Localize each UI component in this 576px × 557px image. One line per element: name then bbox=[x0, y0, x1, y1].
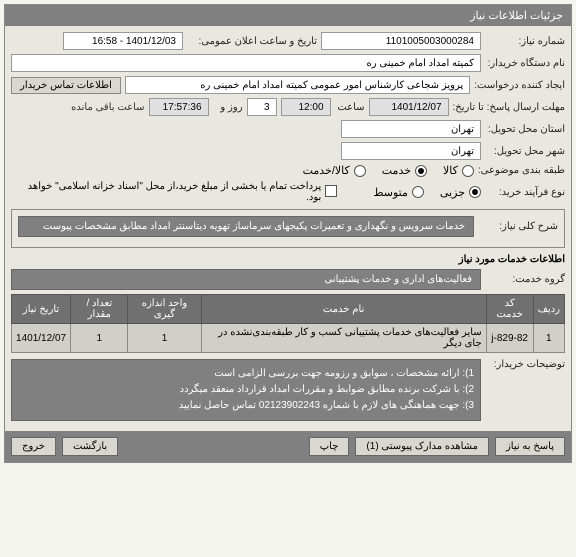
cell-code: 829-82-j bbox=[486, 324, 533, 353]
group-field: فعالیت‌های اداری و خدمات پشتیبانی bbox=[11, 269, 481, 290]
buy-type-label: نوع فرآیند خرید: bbox=[485, 187, 565, 198]
cell-idx: 1 bbox=[533, 324, 564, 353]
countdown-field: 17:57:36 bbox=[149, 98, 209, 116]
creator-label: ایجاد کننده درخواست: bbox=[474, 80, 565, 91]
time-label: ساعت bbox=[335, 102, 365, 113]
th-name: نام خدمت bbox=[201, 295, 486, 324]
cell-date: 1401/12/07 bbox=[12, 324, 71, 353]
province-label: استان محل تحویل: bbox=[485, 124, 565, 135]
subject-type-label: طبقه بندی موضوعی: bbox=[478, 165, 565, 176]
th-code: کد خدمت bbox=[486, 295, 533, 324]
back-button[interactable]: بازگشت bbox=[62, 437, 118, 456]
buyer-notes: 1): ارائه مشخصات ، سوابق و رزومه جهت برر… bbox=[11, 359, 481, 421]
buyer-label: نام دستگاه خریدار: bbox=[485, 58, 565, 69]
cell-qty: 1 bbox=[71, 324, 128, 353]
buyer-field: کمیته امداد امام خمینی ره bbox=[11, 54, 481, 72]
radio-jozi[interactable]: جزیی bbox=[440, 186, 481, 199]
th-unit: واحد اندازه گیری bbox=[128, 295, 201, 324]
province-field: تهران bbox=[341, 120, 481, 138]
creator-field: پرویز شجاعی کارشناس امور عمومی کمیته امد… bbox=[125, 76, 470, 94]
services-table: ردیف کد خدمت نام خدمت واحد اندازه گیری ت… bbox=[11, 294, 565, 353]
need-no-label: شماره نیاز: bbox=[485, 36, 565, 47]
group-label: گروه خدمت: bbox=[485, 274, 565, 285]
info-title: اطلاعات خدمات مورد نیاز bbox=[11, 254, 565, 265]
radio-kala-khadamat[interactable]: کالا/خدمت bbox=[303, 164, 366, 177]
contact-button[interactable]: اطلاعات تماس خریدار bbox=[11, 77, 121, 94]
radio-motevaset[interactable]: متوسط bbox=[373, 186, 424, 199]
announce-label: تاریخ و ساعت اعلان عمومی: bbox=[187, 36, 317, 47]
reply-button[interactable]: پاسخ به نیاز bbox=[495, 437, 565, 456]
note-3: 3): جهت هماهنگی های لازم با شماره 021239… bbox=[18, 398, 474, 414]
city-field: تهران bbox=[341, 142, 481, 160]
attach-button[interactable]: مشاهده مدارک پیوستی (1) bbox=[355, 437, 489, 456]
th-date: تاریخ نیاز bbox=[12, 295, 71, 324]
print-button[interactable]: چاپ bbox=[309, 437, 350, 456]
th-qty: تعداد / مقدار bbox=[71, 295, 128, 324]
deadline-time-field: 12:00 bbox=[281, 98, 331, 116]
radio-khadamat[interactable]: خدمت bbox=[382, 164, 427, 177]
deadline-date-field: 1401/12/07 bbox=[369, 98, 449, 116]
footer-bar: پاسخ به نیاز مشاهده مدارک پیوستی (1) چاپ… bbox=[5, 431, 571, 462]
th-idx: ردیف bbox=[533, 295, 564, 324]
city-label: شهر محل تحویل: bbox=[485, 146, 565, 157]
payment-check[interactable] bbox=[325, 185, 337, 197]
days-field: 3 bbox=[247, 98, 277, 116]
main-panel: جزئیات اطلاعات نیاز شماره نیاز: 11010050… bbox=[4, 4, 572, 463]
exit-button[interactable]: خروج bbox=[11, 437, 56, 456]
panel-body: شماره نیاز: 1101005003000284 تاریخ و ساع… bbox=[5, 26, 571, 431]
note-1: 1): ارائه مشخصات ، سوابق و رزومه جهت برر… bbox=[18, 366, 474, 382]
remaining-label: ساعت باقی مانده bbox=[71, 102, 144, 113]
table-row: 1 829-82-j سایر فعالیت‌های خدمات پشتیبان… bbox=[12, 324, 565, 353]
cell-name: سایر فعالیت‌های خدمات پشتیبانی کسب و کار… bbox=[201, 324, 486, 353]
cell-unit: 1 bbox=[128, 324, 201, 353]
desc-label: شرح کلی نیاز: bbox=[478, 221, 558, 232]
buyer-notes-label: توضیحات خریدار: bbox=[485, 359, 565, 370]
desc-field: خدمات سرویس و نگهداری و تعمیرات پکیجهای … bbox=[18, 216, 474, 237]
panel-title: جزئیات اطلاعات نیاز bbox=[5, 5, 571, 26]
need-no-field: 1101005003000284 bbox=[321, 32, 481, 50]
radio-kala[interactable]: کالا bbox=[443, 164, 474, 177]
buy-note: پرداخت تمام یا بخشی از مبلغ خرید،از محل … bbox=[11, 181, 321, 203]
announce-field: 1401/12/03 - 16:58 bbox=[63, 32, 183, 50]
day-label: روز و bbox=[213, 102, 243, 113]
deadline-label: مهلت ارسال پاسخ: تا تاریخ: bbox=[453, 102, 565, 113]
note-2: 2): با شرکت برنده مطابق ضوابط و مقررات ا… bbox=[18, 382, 474, 398]
